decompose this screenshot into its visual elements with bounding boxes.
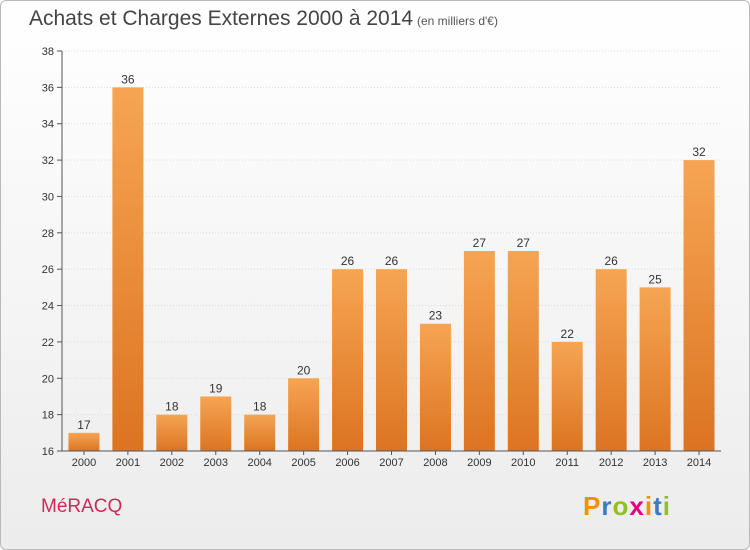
bar [332, 269, 364, 451]
y-tick-label: 16 [42, 446, 54, 458]
logo-letter: i [662, 491, 671, 521]
y-tick-label: 28 [42, 228, 54, 240]
bar [112, 87, 144, 451]
logo-letter: o [612, 491, 630, 521]
x-tick-label: 2008 [423, 457, 447, 469]
x-tick-label: 2010 [511, 457, 535, 469]
x-tick-label: 2002 [160, 457, 184, 469]
bar-value-label: 27 [473, 236, 487, 250]
bar-value-label: 25 [648, 272, 662, 286]
bar [156, 414, 188, 451]
bar [507, 251, 539, 451]
bar [376, 269, 407, 451]
bar-value-label: 32 [692, 145, 706, 159]
bar [68, 432, 100, 451]
bar-value-label: 26 [341, 254, 355, 268]
bar-value-label: 19 [209, 381, 223, 395]
logo-letter: x [629, 491, 645, 521]
bar-value-label: 18 [165, 400, 179, 414]
proxiti-logo: Proxiti [583, 491, 671, 522]
y-tick-label: 36 [42, 82, 54, 94]
y-tick-label: 18 [42, 410, 54, 422]
bar-value-label: 18 [253, 400, 267, 414]
x-tick-label: 2003 [204, 457, 228, 469]
x-tick-label: 2004 [247, 457, 271, 469]
bar [551, 341, 583, 451]
place-name: MéRACQ [41, 496, 123, 517]
bar [244, 414, 276, 451]
bar [419, 323, 451, 451]
logo-letter: t [653, 491, 663, 521]
x-tick-label: 2012 [599, 457, 623, 469]
y-tick-label: 24 [42, 301, 54, 313]
x-tick-label: 2000 [72, 457, 96, 469]
x-tick-label: 2006 [335, 457, 359, 469]
bar-value-label: 22 [561, 327, 575, 341]
bar-value-label: 20 [297, 363, 311, 377]
logo-letter: r [601, 491, 613, 521]
chart-title: Achats et Charges Externes 2000 à 2014 [29, 7, 414, 30]
logo-letter: i [644, 491, 654, 521]
y-tick-label: 34 [42, 119, 54, 131]
bar-value-label: 26 [604, 254, 618, 268]
x-tick-label: 2014 [687, 457, 711, 469]
bar [200, 396, 232, 451]
bar-value-label: 26 [385, 254, 399, 268]
y-tick-label: 30 [42, 191, 54, 203]
y-tick-label: 26 [42, 264, 54, 276]
x-tick-label: 2011 [555, 457, 579, 469]
bar-value-label: 27 [517, 236, 531, 250]
bar [639, 287, 671, 451]
y-tick-label: 32 [42, 155, 54, 167]
bar [683, 160, 715, 451]
bar [463, 251, 495, 451]
chart-subtitle: (en milliers d'€) [417, 14, 498, 28]
x-tick-label: 2009 [467, 457, 491, 469]
bar-value-label: 36 [121, 72, 135, 86]
bar [288, 378, 320, 451]
y-tick-label: 20 [42, 373, 54, 385]
x-tick-label: 2005 [291, 457, 315, 469]
logo-letter: P [583, 491, 602, 521]
x-tick-label: 2001 [116, 457, 140, 469]
x-tick-label: 2007 [379, 457, 403, 469]
x-tick-label: 2013 [643, 457, 667, 469]
bar-value-label: 17 [77, 418, 91, 432]
y-tick-label: 38 [42, 46, 54, 58]
bar [595, 269, 627, 451]
y-tick-label: 22 [42, 337, 54, 349]
bar-value-label: 23 [429, 309, 443, 323]
